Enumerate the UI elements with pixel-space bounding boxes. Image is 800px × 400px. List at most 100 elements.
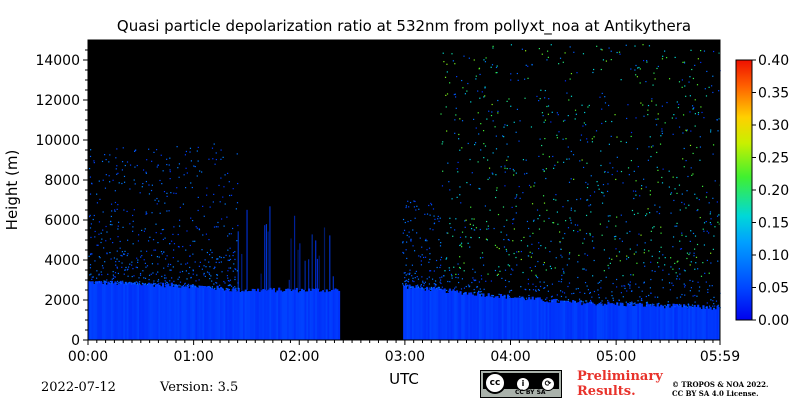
data-point [570, 222, 572, 224]
data-point [574, 301, 576, 303]
data-point [443, 61, 445, 63]
data-point [507, 238, 509, 241]
boundary-layer-column [434, 288, 437, 340]
data-point [214, 287, 216, 290]
data-point [511, 268, 513, 270]
data-point [135, 266, 137, 268]
data-point [712, 91, 714, 94]
data-point [638, 286, 640, 288]
data-point [506, 124, 508, 127]
boundary-layer-column [95, 281, 98, 340]
boundary-layer-column [603, 303, 606, 340]
data-point [468, 285, 471, 287]
data-point [492, 152, 494, 154]
boundary-layer-column [165, 284, 168, 340]
data-point [564, 232, 566, 235]
data-point [654, 270, 656, 273]
data-point [203, 286, 205, 289]
data-point [652, 84, 654, 86]
data-point [582, 125, 584, 127]
data-point [446, 93, 449, 95]
data-point [642, 44, 644, 46]
boundary-layer-column [403, 285, 406, 340]
boundary-layer-column [200, 285, 203, 340]
boundary-layer-column [249, 291, 253, 340]
data-point [101, 274, 103, 276]
data-point [602, 192, 604, 194]
data-point [208, 238, 210, 241]
data-point [655, 124, 658, 126]
data-point [137, 259, 139, 261]
data-point [613, 236, 616, 238]
data-point [695, 262, 697, 264]
boundary-layer-column [413, 287, 416, 340]
data-point [607, 215, 609, 217]
data-point [434, 285, 436, 287]
data-point [657, 296, 659, 298]
data-point [484, 145, 487, 147]
data-point [631, 304, 633, 306]
data-point [601, 122, 603, 125]
data-point [182, 245, 184, 248]
data-point [509, 289, 511, 292]
boundary-layer-column [322, 290, 325, 340]
data-point [473, 288, 475, 291]
data-point [441, 289, 443, 291]
data-point [562, 268, 564, 270]
data-point [89, 264, 92, 266]
data-point [574, 109, 577, 111]
boundary-layer-column [519, 297, 522, 340]
data-point [102, 229, 104, 231]
data-point [647, 159, 649, 161]
data-point [627, 104, 629, 106]
data-point [228, 280, 230, 282]
data-point [495, 189, 498, 191]
data-point [697, 268, 699, 270]
data-point [157, 279, 160, 281]
data-point [204, 259, 206, 261]
boundary-layer-column [114, 281, 117, 340]
data-point [635, 303, 637, 305]
data-point [672, 236, 675, 238]
data-point [616, 255, 618, 257]
share-alike-icon: ⟳ [541, 377, 555, 391]
data-point [505, 286, 507, 288]
data-point [175, 192, 177, 195]
data-point [112, 179, 114, 181]
data-point [577, 230, 579, 233]
boundary-layer-column [160, 286, 163, 340]
data-point [214, 163, 216, 165]
data-point [207, 285, 209, 288]
boundary-layer-column [649, 306, 652, 340]
data-point [670, 212, 672, 214]
data-point [185, 249, 187, 251]
data-point [109, 282, 111, 284]
data-point [422, 280, 424, 282]
data-point [527, 77, 529, 79]
data-point [623, 285, 625, 287]
data-point [648, 45, 651, 47]
data-point [710, 262, 712, 264]
data-point [679, 248, 682, 250]
data-point [155, 223, 157, 225]
data-point [718, 118, 720, 120]
data-point [550, 296, 553, 298]
data-point [640, 297, 643, 300]
data-point [584, 292, 586, 295]
data-point [435, 259, 438, 262]
data-point [461, 278, 464, 280]
data-point [209, 286, 211, 289]
data-point [98, 273, 100, 275]
data-point [229, 247, 231, 249]
data-point [201, 268, 203, 270]
data-point [433, 283, 435, 285]
data-point [144, 284, 146, 286]
data-point [537, 288, 540, 291]
data-point [89, 267, 92, 269]
data-point [570, 150, 572, 152]
boundary-layer-column [623, 306, 626, 340]
data-point [530, 126, 533, 128]
data-point [661, 130, 663, 132]
data-point [639, 296, 641, 298]
data-point [597, 184, 599, 187]
